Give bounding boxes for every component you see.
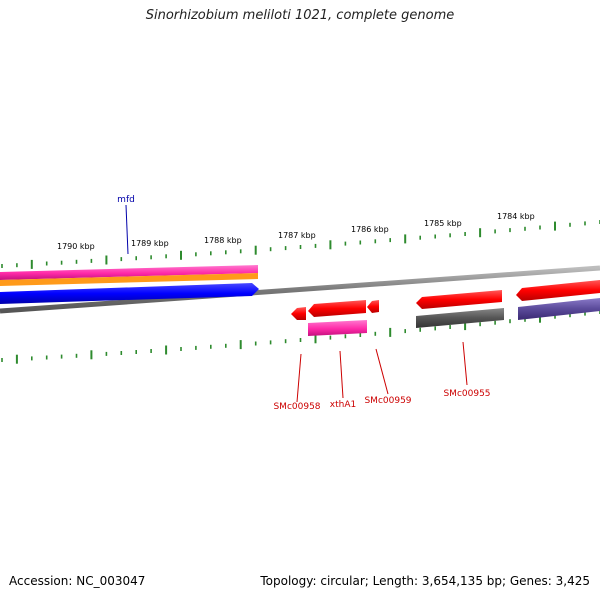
smc00959-leader-line (375, 348, 389, 395)
gene-label-smc00959[interactable]: SMc00959 (364, 396, 411, 406)
map-title: Sinorhizobium meliloti 1021, complete ge… (145, 8, 455, 23)
lower-scale-track (1, 310, 600, 364)
scale-label-1788: 1788 kbp (204, 236, 242, 245)
gene-label-mfd[interactable]: mfd (117, 195, 135, 205)
gene-bar-magenta-xtha1[interactable] (308, 320, 367, 336)
gene-bar-gray-smc00955[interactable] (416, 308, 504, 328)
scale-label-1785: 1785 kbp (424, 219, 462, 228)
gene-arrow-smc00959[interactable] (367, 300, 379, 313)
gene-bar-orange[interactable] (0, 273, 258, 286)
genome-backbone (0, 265, 600, 314)
gene-bar-blue-mfd[interactable] (0, 283, 259, 304)
reverse-gene-tracks-middle (291, 300, 379, 336)
gene-bar-purple-right[interactable] (518, 298, 600, 320)
scale-label-1790: 1790 kbp (57, 242, 95, 251)
upper-scale-track (1, 220, 600, 269)
gene-arrow-smc00958[interactable] (291, 307, 306, 320)
gene-label-smc00958[interactable]: SMc00958 (273, 402, 320, 412)
gene-arrow-red-right[interactable] (516, 280, 600, 301)
scale-label-1787: 1787 kbp (278, 231, 316, 240)
smc00958-leader-line (296, 353, 302, 403)
genome-summary-text: Topology: circular; Length: 3,654,135 bp… (260, 574, 590, 588)
accession-text: Accession: NC_003047 (9, 574, 146, 588)
gene-label-xtha1[interactable]: xthA1 (330, 400, 356, 410)
gene-arrow-xtha1[interactable] (308, 300, 366, 317)
gene-label-smc00955[interactable]: SMc00955 (443, 389, 490, 399)
smc00955-leader-line (462, 341, 468, 386)
reverse-gene-tracks-right (416, 280, 600, 328)
gene-arrow-smc00955[interactable] (416, 290, 502, 309)
xtha1-leader-line (339, 350, 344, 399)
forward-gene-tracks (0, 265, 259, 304)
mfd-leader-line (125, 204, 129, 255)
gene-bar-magenta[interactable] (0, 265, 258, 280)
scale-label-1786: 1786 kbp (351, 225, 389, 234)
scale-label-1784: 1784 kbp (497, 212, 535, 221)
scale-label-1789: 1789 kbp (131, 239, 169, 248)
